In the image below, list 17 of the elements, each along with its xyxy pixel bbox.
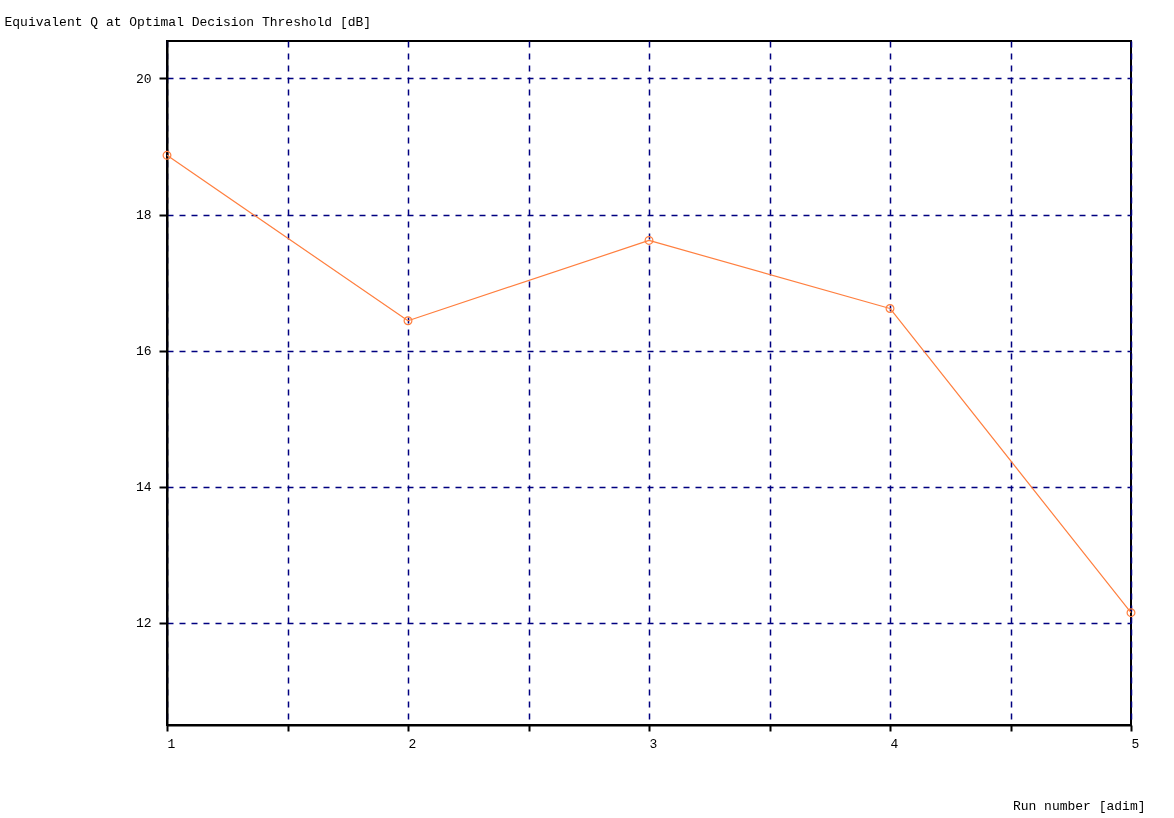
x-tick-label: 5 xyxy=(1131,736,1140,752)
point xyxy=(403,316,413,326)
x-tick-label: 3 xyxy=(649,736,658,752)
point xyxy=(1126,608,1136,618)
point xyxy=(162,150,172,160)
x-tick-label: 4 xyxy=(890,736,899,752)
x-tick-label: 1 xyxy=(167,736,176,752)
y-tick-label: 14 xyxy=(135,480,152,496)
x-axis-title: Run number [adim] xyxy=(1012,798,1146,814)
y-tick-label: 18 xyxy=(135,208,152,224)
y-tick-label: 20 xyxy=(135,71,152,87)
point xyxy=(885,304,895,313)
y-axis-title: Equivalent Q at Optimal Decision Threshold [dB] xyxy=(4,14,372,30)
y-tick-label: 16 xyxy=(135,344,152,360)
x-tick-label: 2 xyxy=(408,736,417,752)
point xyxy=(644,235,654,245)
y-tick-label: 12 xyxy=(135,616,152,632)
